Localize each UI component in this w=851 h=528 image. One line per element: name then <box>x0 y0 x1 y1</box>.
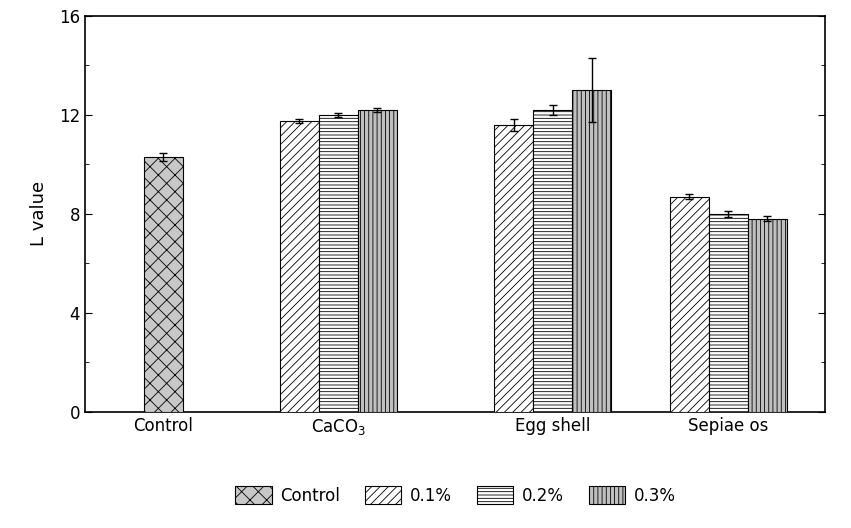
Bar <box>709 214 747 412</box>
Bar <box>280 121 319 412</box>
Bar <box>747 219 786 412</box>
Bar <box>494 125 534 412</box>
Legend: Control, 0.1%, 0.2%, 0.3%: Control, 0.1%, 0.2%, 0.3% <box>228 479 683 512</box>
Bar <box>572 90 611 412</box>
Bar <box>319 115 358 412</box>
Bar <box>358 110 397 412</box>
Y-axis label: L value: L value <box>30 181 48 247</box>
Bar <box>534 110 572 412</box>
Bar <box>670 196 709 412</box>
Bar <box>144 157 182 412</box>
